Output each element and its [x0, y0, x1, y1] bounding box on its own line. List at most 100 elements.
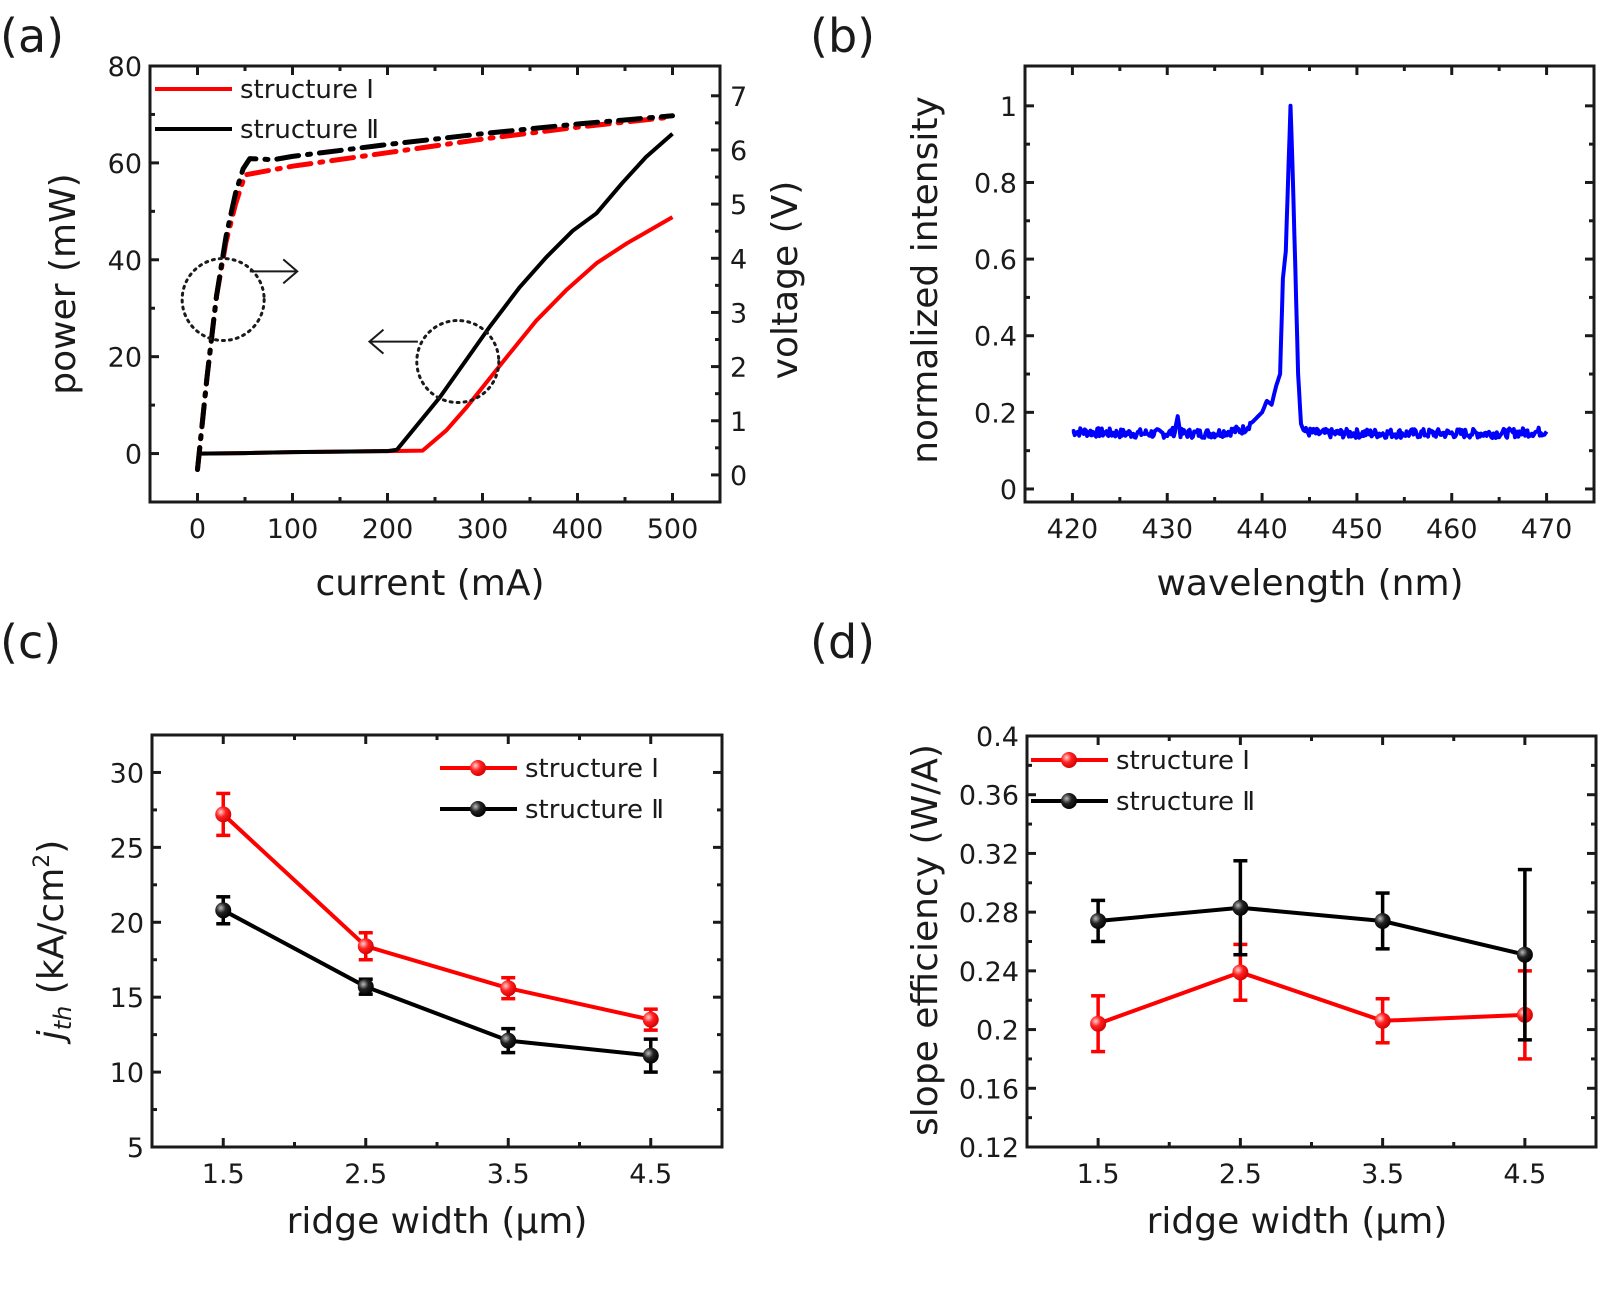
- y-axis-title-c-sup: 2: [30, 854, 55, 868]
- y2-tick-label-a: 3: [730, 298, 747, 329]
- legend-marker-structure-2: [1061, 793, 1077, 809]
- y-tick-label-b: 0.6: [974, 245, 1017, 276]
- legend-c: structure Ⅰ structure Ⅱ: [440, 754, 664, 825]
- y-axis-title-d: slope efficiency (W/A): [905, 744, 946, 1136]
- x-tick-label-a: 0: [189, 514, 206, 545]
- panel-d: (d) 1.5 2.5 3.5 4.5 0.12 0.16 0.2 0.24 0.28 0.32 0…: [810, 615, 1598, 1242]
- data-point: [357, 938, 374, 955]
- data-point: [1090, 1015, 1107, 1032]
- y-tick-label-b: 0.8: [974, 168, 1017, 199]
- y-tick-label-d: 0.2: [976, 1016, 1019, 1047]
- panel-label-a: (a): [0, 9, 64, 63]
- x-tick-label-b: 440: [1236, 514, 1288, 545]
- data-point: [1374, 912, 1391, 929]
- legend-label-structure-2: structure Ⅱ: [240, 115, 379, 145]
- x-tick-label-b: 420: [1047, 514, 1099, 545]
- x-tick-label-b: 430: [1141, 514, 1193, 545]
- dotted-circle-annotation: [180, 257, 266, 343]
- y-axis-title-a: power (mW): [43, 173, 84, 394]
- x-axis-title-b: wavelength (nm): [1156, 563, 1463, 604]
- y-axis-title-c-unit: (kA/cm: [31, 868, 72, 1006]
- data-point: [1090, 912, 1107, 929]
- x-tick-label-a: 100: [267, 514, 319, 545]
- legend-label-structure-1: structure Ⅰ: [525, 754, 659, 784]
- legend-d: structure Ⅰ structure Ⅱ: [1031, 746, 1255, 817]
- data-point: [215, 902, 232, 919]
- dotted-circle-annotation: [415, 319, 501, 405]
- x-tick-label-b: 450: [1331, 514, 1383, 545]
- series-spectrum: [1071, 103, 1549, 440]
- y-tick-label-b: 0.2: [974, 398, 1017, 429]
- panel-label-d: (d): [810, 615, 875, 669]
- data-point: [1232, 899, 1249, 916]
- x-tick-label-d: 3.5: [1361, 1159, 1404, 1190]
- x-tick-label-a: 500: [647, 514, 699, 545]
- y2-tick-label-a: 0: [730, 461, 747, 492]
- y-tick-label-d: 0.36: [959, 781, 1019, 812]
- legend-label-structure-1: structure Ⅰ: [1116, 746, 1250, 776]
- series-structure-2: [215, 895, 659, 1074]
- plot-area-d: 1.5 2.5 3.5 4.5 0.12 0.16 0.2 0.24 0.28 0.32 0.36 0…: [959, 722, 1598, 1190]
- y-tick-label-d: 0.4: [976, 722, 1019, 753]
- y-tick-label-d: 0.28: [959, 898, 1019, 929]
- x-tick-label-d: 2.5: [1219, 1159, 1262, 1190]
- y2-tick-label-a: 2: [730, 353, 747, 384]
- x-tick-label-a: 300: [457, 514, 509, 545]
- y-axis-title-c-close: ): [31, 840, 72, 854]
- y-tick-label-c: 5: [127, 1133, 144, 1164]
- x-tick-label-c: 4.5: [629, 1159, 672, 1190]
- y-tick-label-b: 0.4: [974, 322, 1017, 353]
- plot-area-c: 1.5 2.5 3.5 4.5 5 10 15 20 25 30: [110, 733, 724, 1190]
- y-tick-label-c: 10: [110, 1058, 144, 1089]
- y-axis-title-b: normalized intensity: [905, 96, 946, 464]
- y-axis-title-c: jth (kA/cm2): [30, 840, 77, 1046]
- y-tick-label-a: 80: [108, 52, 142, 83]
- series-structure-1: [1090, 942, 1533, 1061]
- panel-label-c: (c): [0, 615, 61, 669]
- arrow-left-icon: [367, 328, 418, 355]
- legend-a: structure Ⅰ structure Ⅱ: [155, 75, 379, 145]
- x-tick-label-d: 4.5: [1503, 1159, 1546, 1190]
- data-point: [1232, 964, 1249, 981]
- plot-area-a: 0 100 200 300 400 500 0 20 40 60 80 0 1 2 3 4 5 6 7: [108, 52, 748, 545]
- x-tick-label-b: 460: [1426, 514, 1478, 545]
- y2-tick-label-a: 5: [730, 190, 747, 221]
- series-power-structure-2: [197, 132, 674, 456]
- x-tick-label-b: 470: [1521, 514, 1573, 545]
- y-axis-right-title-a: voltage (V): [765, 181, 806, 380]
- y-tick-label-d: 0.16: [959, 1074, 1019, 1105]
- series-structure-2: [1090, 859, 1533, 1042]
- y-tick-label-c: 20: [110, 908, 144, 939]
- arrow-right-icon: [249, 258, 299, 285]
- y-tick-label-a: 20: [108, 343, 142, 374]
- panel-label-b: (b): [810, 9, 875, 63]
- series-line-structure-2: [222, 908, 652, 1058]
- series-voltage-structure-1: [195, 114, 675, 472]
- y-tick-label-d: 0.24: [959, 957, 1019, 988]
- y2-tick-label-a: 4: [730, 244, 747, 275]
- y2-tick-label-a: 1: [730, 407, 747, 438]
- x-tick-label-a: 200: [362, 514, 414, 545]
- x-tick-label-c: 3.5: [487, 1159, 530, 1190]
- panel-b: (b) 420 430 440 450 460 470 0 0.2 0.4 0.6 0.8 1 wav…: [810, 9, 1596, 604]
- y2-tick-label-a: 7: [730, 82, 747, 113]
- y-tick-label-c: 25: [110, 833, 144, 864]
- x-tick-label-a: 400: [552, 514, 604, 545]
- panel-a: (a) 0 100 200 300 400 500 0 20 40 60 80 0 1 2 3 4 5 6 7 st…: [0, 9, 806, 604]
- y-tick-label-a: 40: [108, 246, 142, 277]
- y-tick-label-c: 30: [110, 758, 144, 789]
- legend-marker-structure-1: [1061, 752, 1077, 768]
- series-line-structure-1: [1097, 970, 1525, 1026]
- legend-label-structure-2: structure Ⅱ: [525, 795, 664, 825]
- y-tick-label-b: 1: [1000, 92, 1017, 123]
- legend-marker-structure-1: [470, 760, 486, 776]
- x-axis-title-a: current (mA): [315, 563, 544, 604]
- y-tick-label-d: 0.32: [959, 839, 1019, 870]
- legend-label-structure-1: structure Ⅰ: [240, 75, 374, 105]
- x-axis-title-c: ridge width (μm): [287, 1201, 588, 1242]
- series-line-structure-2: [1097, 905, 1526, 957]
- y-tick-label-a: 0: [125, 440, 142, 471]
- x-tick-label-d: 1.5: [1077, 1159, 1120, 1190]
- plot-area-b: 420 430 440 450 460 470 0 0.2 0.4 0.6 0.8 1: [974, 64, 1596, 545]
